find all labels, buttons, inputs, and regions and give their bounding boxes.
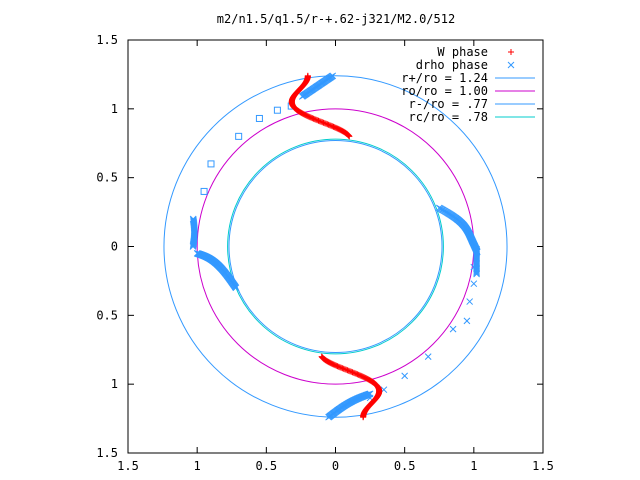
drho-phase-point (463, 317, 471, 325)
drho-phase-point (298, 93, 306, 100)
w-phase-point (360, 414, 367, 421)
legend-entry: r+/ro = 1.24 (401, 71, 535, 85)
w-phase-point (346, 368, 353, 375)
w-phase-point (325, 121, 332, 128)
y-tick-label: 0.5 (96, 171, 118, 185)
drho-phase-point (470, 263, 478, 271)
drho-phase-point (473, 270, 480, 278)
legend-label: r+/ro = 1.24 (401, 71, 488, 85)
w-phase-point (343, 366, 350, 373)
legend-entry: r-/ro = .77 (409, 97, 535, 111)
legend-label: drho phase (416, 58, 488, 72)
drho-phase-point (189, 216, 197, 224)
w-phase-point (345, 367, 352, 374)
y-tick-label: 0.5 (96, 308, 118, 322)
x-tick-label: 0.5 (255, 459, 277, 473)
w-phase-point (344, 367, 351, 374)
drho-phase-point (449, 325, 457, 333)
x-tick-label: 1 (470, 459, 477, 473)
w-phase-point (324, 121, 331, 128)
drho-phase-point (466, 298, 474, 305)
x-tick-label: 1.5 (532, 459, 554, 473)
drho-phase-point (232, 284, 240, 292)
x-tick-label: 1 (194, 459, 201, 473)
y-tick-label: 1 (111, 377, 118, 391)
legend-label: W phase (437, 45, 488, 59)
w-phase-point (320, 119, 327, 126)
tick-labels: 1.5 1 0.5 0 0.5 1 1.51.510.500.511.5 (96, 33, 554, 473)
y-tick-label: 1.5 (96, 33, 118, 47)
x-tick-label: 0 (332, 459, 339, 473)
y-tick-label: 0 (111, 240, 118, 254)
circle-rc (227, 138, 444, 355)
drho-phase-point (190, 217, 197, 225)
legend-label: ro/ro = 1.00 (401, 84, 488, 98)
drho-phase-point (235, 132, 243, 140)
drho-phase-point (470, 280, 478, 288)
drho-phase-point (473, 268, 480, 275)
w-phase-point (318, 118, 325, 125)
w-phase-point (304, 72, 311, 79)
w-phase-point (323, 120, 330, 127)
w-phase-point (339, 365, 346, 372)
legend-label: r-/ro = .77 (409, 97, 488, 111)
legend-entry: W phase (437, 45, 514, 59)
circle-r (228, 139, 443, 354)
drho-phase-point (200, 187, 208, 195)
legend-entry: drho phase (416, 58, 515, 72)
x-tick-label: 0.5 (394, 459, 416, 473)
drho-phase-point (190, 218, 197, 226)
chart-title: m2/n1.5/q1.5/r-+.62-j321/M2.0/512 (217, 12, 455, 26)
legend-entry: rc/ro = .78 (409, 110, 535, 124)
drho-phase-point (255, 114, 263, 122)
legend-entry: ro/ro = 1.00 (401, 84, 535, 98)
legend-swatch (507, 61, 515, 69)
w-phase-point (319, 119, 326, 126)
drho-phase-point (207, 160, 215, 168)
x-tick-label: 1.5 (117, 459, 139, 473)
y-tick-label: 1 (111, 102, 118, 116)
w-phase-point (348, 368, 355, 375)
drho-phase-point (424, 353, 432, 360)
legend-label: rc/ro = .78 (409, 110, 488, 124)
w-phase-point (341, 366, 348, 373)
w-phase-point (321, 120, 328, 127)
drho-phase-point (473, 269, 480, 277)
w-phase-point (340, 365, 347, 372)
drho-phase-point (189, 215, 197, 223)
drho-phase-point (273, 106, 281, 114)
data-points (189, 72, 481, 421)
w-phase-point (316, 118, 323, 125)
drho-phase-point (401, 372, 409, 380)
y-tick-label: 1.5 (96, 446, 118, 460)
axis-ticks (127, 39, 544, 454)
